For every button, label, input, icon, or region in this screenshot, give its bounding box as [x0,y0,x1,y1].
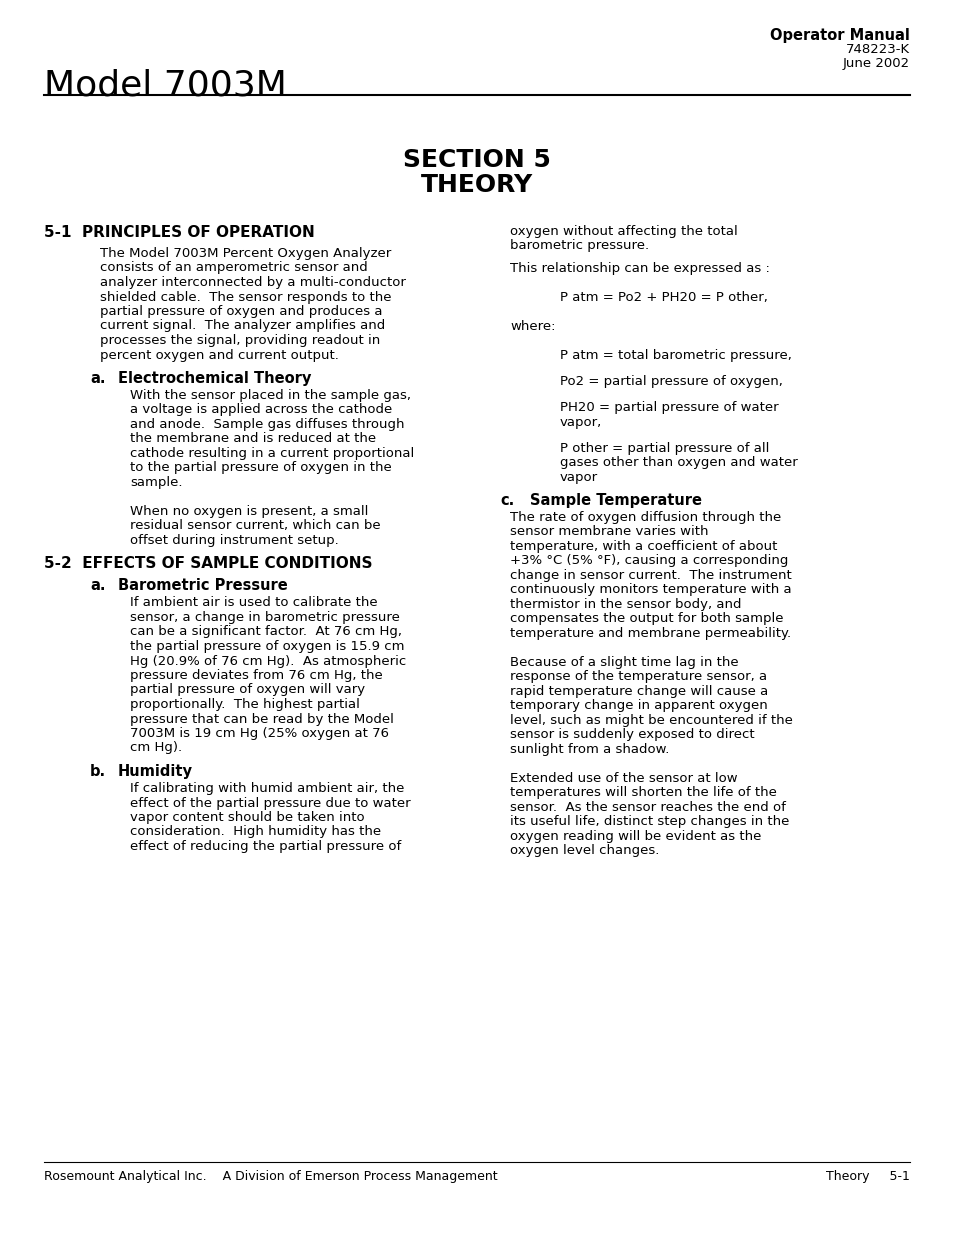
Text: partial pressure of oxygen will vary: partial pressure of oxygen will vary [130,683,365,697]
Text: Because of a slight time lag in the: Because of a slight time lag in the [510,656,738,668]
Text: sunlight from a shadow.: sunlight from a shadow. [510,742,669,756]
Text: SECTION 5: SECTION 5 [402,148,551,172]
Text: Theory     5-1: Theory 5-1 [825,1170,909,1183]
Text: consideration.  High humidity has the: consideration. High humidity has the [130,825,381,839]
Text: temperature, with a coefficient of about: temperature, with a coefficient of about [510,540,777,552]
Text: If calibrating with humid ambient air, the: If calibrating with humid ambient air, t… [130,782,404,795]
Text: When no oxygen is present, a small: When no oxygen is present, a small [130,505,368,517]
Text: level, such as might be encountered if the: level, such as might be encountered if t… [510,714,792,726]
Text: Extended use of the sensor at low: Extended use of the sensor at low [510,772,737,784]
Text: offset during instrument setup.: offset during instrument setup. [130,534,338,547]
Text: gases other than oxygen and water: gases other than oxygen and water [559,456,797,469]
Text: Po2 = partial pressure of oxygen,: Po2 = partial pressure of oxygen, [559,375,782,388]
Text: c.: c. [499,493,514,508]
Text: Humidity: Humidity [118,764,193,779]
Text: This relationship can be expressed as :: This relationship can be expressed as : [510,262,769,275]
Text: Model 7003M: Model 7003M [44,68,287,103]
Text: Hg (20.9% of 76 cm Hg).  As atmospheric: Hg (20.9% of 76 cm Hg). As atmospheric [130,655,406,667]
Text: sensor membrane varies with: sensor membrane varies with [510,525,708,538]
Text: change in sensor current.  The instrument: change in sensor current. The instrument [510,568,791,582]
Text: cathode resulting in a current proportional: cathode resulting in a current proportio… [130,447,414,459]
Text: its useful life, distinct step changes in the: its useful life, distinct step changes i… [510,815,788,827]
Text: temporary change in apparent oxygen: temporary change in apparent oxygen [510,699,767,713]
Text: percent oxygen and current output.: percent oxygen and current output. [100,348,338,362]
Text: pressure that can be read by the Model: pressure that can be read by the Model [130,713,394,725]
Text: compensates the output for both sample: compensates the output for both sample [510,613,782,625]
Text: Barometric Pressure: Barometric Pressure [118,578,288,594]
Text: 5-2  EFFECTS OF SAMPLE CONDITIONS: 5-2 EFFECTS OF SAMPLE CONDITIONS [44,557,372,572]
Text: a.: a. [90,370,106,387]
Text: vapor,: vapor, [559,416,601,429]
Text: If ambient air is used to calibrate the: If ambient air is used to calibrate the [130,597,377,610]
Text: processes the signal, providing readout in: processes the signal, providing readout … [100,333,380,347]
Text: partial pressure of oxygen and produces a: partial pressure of oxygen and produces … [100,305,382,317]
Text: temperature and membrane permeability.: temperature and membrane permeability. [510,626,790,640]
Text: effect of reducing the partial pressure of: effect of reducing the partial pressure … [130,840,401,853]
Text: response of the temperature sensor, a: response of the temperature sensor, a [510,671,766,683]
Text: current signal.  The analyzer amplifies and: current signal. The analyzer amplifies a… [100,320,385,332]
Text: to the partial pressure of oxygen in the: to the partial pressure of oxygen in the [130,462,392,474]
Text: the membrane and is reduced at the: the membrane and is reduced at the [130,432,375,446]
Text: thermistor in the sensor body, and: thermistor in the sensor body, and [510,598,740,610]
Text: proportionally.  The highest partial: proportionally. The highest partial [130,698,359,711]
Text: The Model 7003M Percent Oxygen Analyzer: The Model 7003M Percent Oxygen Analyzer [100,247,391,261]
Text: and anode.  Sample gas diffuses through: and anode. Sample gas diffuses through [130,417,404,431]
Text: analyzer interconnected by a multi-conductor: analyzer interconnected by a multi-condu… [100,275,405,289]
Text: sensor is suddenly exposed to direct: sensor is suddenly exposed to direct [510,729,754,741]
Text: can be a significant factor.  At 76 cm Hg,: can be a significant factor. At 76 cm Hg… [130,625,401,638]
Text: cm Hg).: cm Hg). [130,741,182,755]
Text: 5-1  PRINCIPLES OF OPERATION: 5-1 PRINCIPLES OF OPERATION [44,225,314,240]
Text: the partial pressure of oxygen is 15.9 cm: the partial pressure of oxygen is 15.9 c… [130,640,404,653]
Text: barometric pressure.: barometric pressure. [510,240,648,252]
Text: P atm = total barometric pressure,: P atm = total barometric pressure, [559,350,791,362]
Text: sample.: sample. [130,475,182,489]
Text: residual sensor current, which can be: residual sensor current, which can be [130,520,380,532]
Text: The rate of oxygen diffusion through the: The rate of oxygen diffusion through the [510,510,781,524]
Text: 748223-K: 748223-K [845,43,909,56]
Text: Sample Temperature: Sample Temperature [530,493,701,508]
Text: sensor.  As the sensor reaches the end of: sensor. As the sensor reaches the end of [510,800,785,814]
Text: pressure deviates from 76 cm Hg, the: pressure deviates from 76 cm Hg, the [130,669,382,682]
Text: a.: a. [90,578,106,594]
Text: oxygen reading will be evident as the: oxygen reading will be evident as the [510,830,760,842]
Text: Operator Manual: Operator Manual [769,28,909,43]
Text: effect of the partial pressure due to water: effect of the partial pressure due to wa… [130,797,410,809]
Text: +3% °C (5% °F), causing a corresponding: +3% °C (5% °F), causing a corresponding [510,555,787,567]
Text: sensor, a change in barometric pressure: sensor, a change in barometric pressure [130,611,399,624]
Text: With the sensor placed in the sample gas,: With the sensor placed in the sample gas… [130,389,411,403]
Text: b.: b. [90,764,106,779]
Text: shielded cable.  The sensor responds to the: shielded cable. The sensor responds to t… [100,290,391,304]
Text: oxygen without affecting the total: oxygen without affecting the total [510,225,737,238]
Text: Electrochemical Theory: Electrochemical Theory [118,370,311,387]
Text: continuously monitors temperature with a: continuously monitors temperature with a [510,583,791,597]
Text: temperatures will shorten the life of the: temperatures will shorten the life of th… [510,785,776,799]
Text: THEORY: THEORY [420,173,533,198]
Text: consists of an amperometric sensor and: consists of an amperometric sensor and [100,262,367,274]
Text: PH20 = partial pressure of water: PH20 = partial pressure of water [559,401,778,414]
Text: rapid temperature change will cause a: rapid temperature change will cause a [510,684,767,698]
Text: 7003M is 19 cm Hg (25% oxygen at 76: 7003M is 19 cm Hg (25% oxygen at 76 [130,727,389,740]
Text: a voltage is applied across the cathode: a voltage is applied across the cathode [130,404,392,416]
Text: vapor: vapor [559,471,598,484]
Text: P atm = Po2 + PH20 = P other,: P atm = Po2 + PH20 = P other, [559,291,767,304]
Text: vapor content should be taken into: vapor content should be taken into [130,811,364,824]
Text: Rosemount Analytical Inc.    A Division of Emerson Process Management: Rosemount Analytical Inc. A Division of … [44,1170,497,1183]
Text: oxygen level changes.: oxygen level changes. [510,844,659,857]
Text: June 2002: June 2002 [842,57,909,70]
Text: where:: where: [510,320,555,333]
Text: P other = partial pressure of all: P other = partial pressure of all [559,442,768,454]
